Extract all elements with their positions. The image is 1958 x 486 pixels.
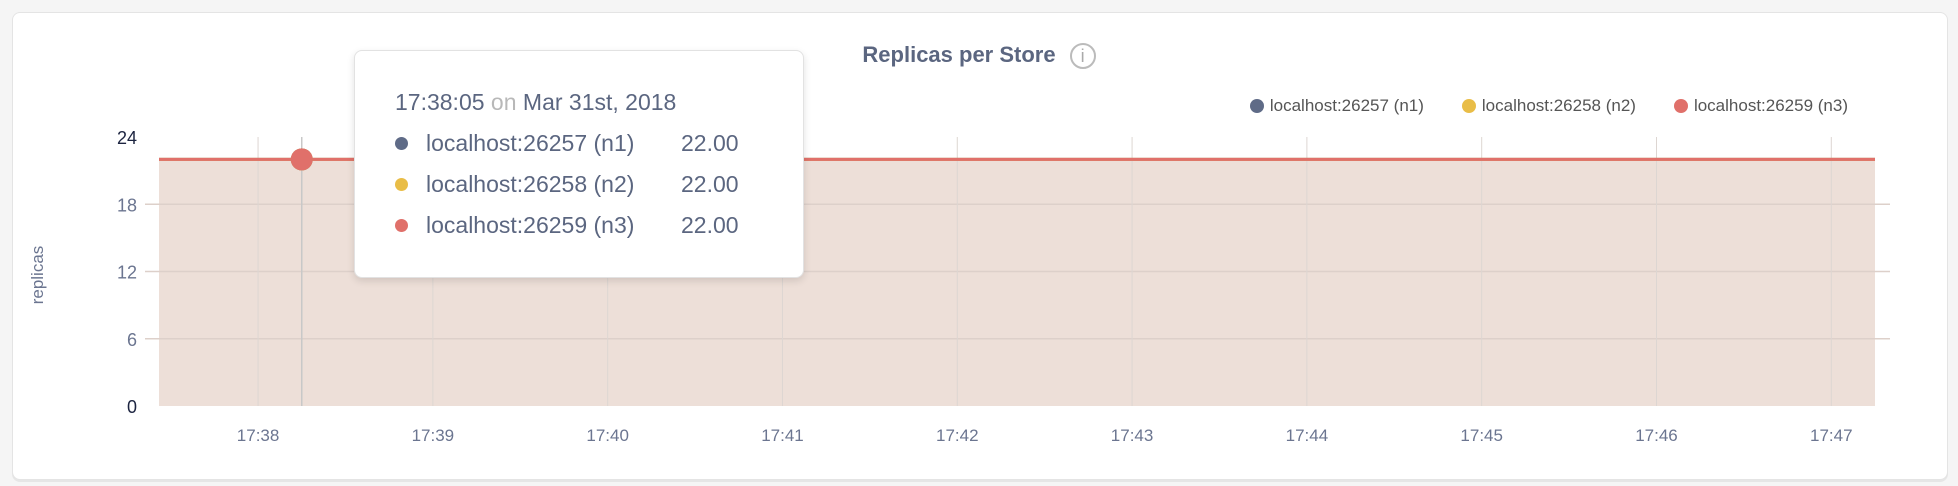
info-icon[interactable]: i [1069,43,1096,70]
series-dot [395,137,408,150]
y-tick-label: 24 [117,128,137,148]
legend-item[interactable]: localhost:26259 (n3) [1673,96,1848,116]
legend-dot [1673,99,1688,113]
x-tick-label: 17:38 [237,426,280,445]
series-dot [395,178,408,191]
x-tick-label: 17:40 [586,426,629,445]
tooltip-row: localhost:26257 (n1) 22.00 [395,130,803,157]
series-dot [395,219,408,232]
tooltip-row: localhost:26259 (n3) 22.00 [395,212,803,239]
y-tick-label: 18 [117,195,137,215]
tooltip-row: localhost:26258 (n2) 22.00 [395,171,803,198]
x-tick-label: 17:39 [412,426,455,445]
legend: localhost:26257 (n1) localhost:26258 (n2… [1249,96,1848,116]
legend-dot [1249,99,1264,113]
hover-point [290,148,313,171]
y-axis-label: replicas [28,245,47,305]
x-tick-label: 17:46 [1635,426,1678,445]
legend-item[interactable]: localhost:26258 (n2) [1461,96,1636,116]
x-tick-label: 17:44 [1286,426,1329,445]
x-tick-label: 17:43 [1111,426,1154,445]
x-tick-label: 17:45 [1460,426,1503,445]
x-tick-label: 17:41 [761,426,804,445]
x-tick-label: 17:47 [1810,426,1853,445]
chart-title: Replicas per Store i [0,42,1958,70]
tooltip-header: 17:38:05 on Mar 31st, 2018 [395,89,677,115]
y-tick-label: 6 [127,330,137,350]
y-tick-label: 12 [117,263,137,283]
legend-item[interactable]: localhost:26257 (n1) [1249,96,1424,116]
x-tick-label: 17:42 [936,426,979,445]
legend-dot [1461,99,1476,113]
y-tick-label: 0 [127,397,137,417]
tooltip: 17:38:05 on Mar 31st, 2018 localhost:262… [354,50,804,278]
